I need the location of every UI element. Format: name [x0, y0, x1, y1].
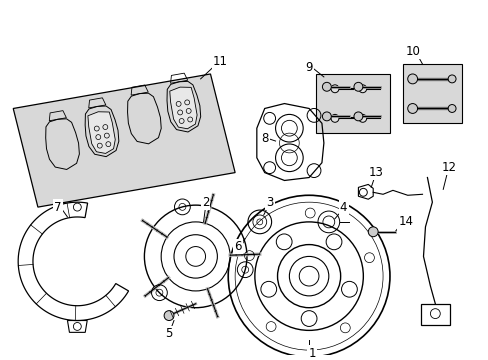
Circle shape — [447, 75, 455, 83]
Circle shape — [367, 227, 377, 237]
Text: 9: 9 — [305, 60, 312, 73]
Text: 8: 8 — [261, 131, 268, 145]
Text: 3: 3 — [265, 196, 273, 209]
Circle shape — [407, 104, 417, 113]
Circle shape — [353, 112, 362, 121]
Polygon shape — [88, 112, 115, 153]
Text: 6: 6 — [234, 240, 242, 253]
Text: 7: 7 — [54, 201, 61, 213]
Circle shape — [322, 112, 330, 121]
Polygon shape — [169, 87, 197, 129]
Text: 10: 10 — [405, 45, 419, 58]
Text: 2: 2 — [202, 196, 209, 209]
Circle shape — [353, 82, 362, 91]
Text: 12: 12 — [441, 161, 456, 174]
FancyBboxPatch shape — [402, 64, 461, 123]
Text: 5: 5 — [165, 327, 172, 340]
Text: 14: 14 — [397, 215, 412, 228]
Circle shape — [358, 114, 366, 122]
Text: 11: 11 — [212, 55, 227, 68]
Text: 4: 4 — [339, 201, 346, 213]
Text: 1: 1 — [307, 347, 315, 360]
FancyBboxPatch shape — [316, 74, 389, 133]
Circle shape — [407, 74, 417, 84]
Circle shape — [447, 104, 455, 112]
Text: 13: 13 — [368, 166, 383, 179]
Circle shape — [358, 85, 366, 93]
Polygon shape — [13, 74, 235, 207]
Circle shape — [164, 311, 174, 320]
Circle shape — [322, 82, 330, 91]
Circle shape — [330, 85, 338, 93]
Circle shape — [330, 114, 338, 122]
